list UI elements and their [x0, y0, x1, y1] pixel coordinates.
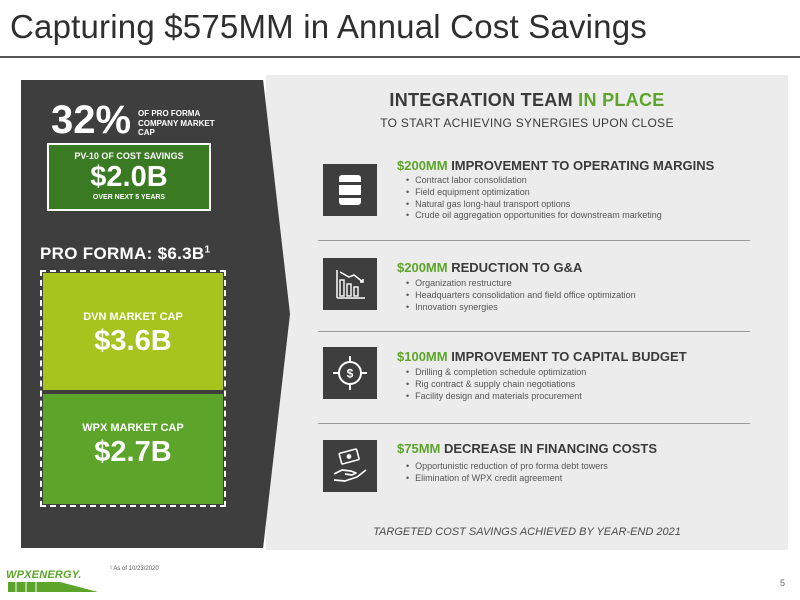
bullet-item: Natural gas long-haul transport options — [406, 199, 662, 211]
integration-title-highlight: IN PLACE — [578, 90, 665, 110]
oil-barrel-icon — [323, 164, 377, 216]
wpx-market-cap-box: WPX MARKET CAP $2.7B — [43, 394, 223, 504]
proforma-total: PRO FORMA: $6.3B1 — [40, 244, 210, 264]
title-divider — [0, 56, 800, 58]
bullet-item: Headquarters consolidation and field off… — [406, 290, 635, 302]
percent-label: OF PRO FORMA COMPANY MARKET CAP — [138, 109, 215, 137]
item-g-and-a-heading: $200MM REDUCTION TO G&A — [397, 260, 582, 275]
section-divider — [318, 240, 750, 241]
item-title: IMPROVEMENT TO CAPITAL BUDGET — [447, 349, 687, 364]
item-title: IMPROVEMENT TO OPERATING MARGINS — [447, 158, 715, 173]
dvn-market-cap-label: DVN MARKET CAP — [83, 311, 183, 323]
hand-money-icon — [323, 440, 377, 492]
bullet-item: Opportunistic reduction of pro forma deb… — [406, 461, 608, 473]
bullet-item: Elimination of WPX credit agreement — [406, 473, 608, 485]
item-title: DECREASE IN FINANCING COSTS — [440, 441, 658, 456]
wpx-market-cap-value: $2.7B — [94, 436, 172, 468]
item-amount: $75MM — [397, 441, 441, 456]
integration-subtitle: TO START ACHIEVING SYNERGIES UPON CLOSE — [380, 116, 674, 130]
item-amount: $200MM — [397, 260, 448, 275]
integration-title-main: INTEGRATION TEAM — [389, 90, 579, 110]
proforma-footnote-marker: 1 — [204, 244, 211, 256]
proforma-label: PRO FORMA: $6.3B — [40, 244, 205, 263]
pv10-value: $2.0B — [90, 161, 168, 193]
dvn-market-cap-value: $3.6B — [94, 325, 172, 357]
item-capital-budget-bullets: Drilling & completion schedule optimizat… — [406, 367, 586, 402]
bullet-item: Crude oil aggregation opportunities for … — [406, 210, 662, 222]
bullet-item: Rig contract & supply chain negotiations — [406, 379, 586, 391]
section-divider — [318, 331, 750, 332]
bullet-item: Facility design and materials procuremen… — [406, 391, 586, 403]
declining-bar-chart-icon — [323, 258, 377, 310]
footnote: ¹ As of 10/23/2020 — [110, 566, 159, 572]
dvn-market-cap-box: DVN MARKET CAP $3.6B — [43, 273, 223, 390]
bullet-item: Field equipment optimization — [406, 187, 662, 199]
item-operating-margins-bullets: Contract labor consolidation Field equip… — [406, 175, 662, 222]
bullet-item: Contract labor consolidation — [406, 175, 662, 187]
item-financing-costs-heading: $75MM DECREASE IN FINANCING COSTS — [397, 441, 657, 456]
wpx-market-cap-label: WPX MARKET CAP — [82, 422, 184, 434]
page-number: 5 — [780, 578, 786, 588]
bullet-item: Drilling & completion schedule optimizat… — [406, 367, 586, 379]
dollar-target-icon: $ — [323, 347, 377, 399]
pv10-box: PV-10 OF COST SAVINGS $2.0B OVER NEXT 5 … — [47, 143, 211, 211]
section-divider — [318, 423, 750, 424]
targeted-savings-note: TARGETED COST SAVINGS ACHIEVED BY YEAR-E… — [373, 526, 681, 538]
bullet-item: Organization restructure — [406, 278, 636, 290]
bullet-item: Innovation synergies — [406, 302, 636, 314]
pv10-label: PV-10 OF COST SAVINGS — [74, 151, 184, 161]
pv10-subtitle: OVER NEXT 5 YEARS — [92, 194, 166, 201]
item-g-and-a-bullets: Organization restructure Headquarters co… — [406, 278, 636, 314]
market-cap-outline — [40, 270, 226, 507]
slide-title: Capturing $575MM in Annual Cost Savings — [10, 8, 647, 45]
item-operating-margins-heading: $200MM IMPROVEMENT TO OPERATING MARGINS — [397, 158, 714, 173]
item-financing-costs-bullets: Opportunistic reduction of pro forma deb… — [406, 461, 608, 485]
company-logo: WPXENERGY. — [6, 569, 82, 581]
item-title: REDUCTION TO G&A — [447, 260, 583, 275]
svg-text:$: $ — [347, 367, 354, 381]
logo-swoosh — [8, 582, 98, 592]
item-amount: $100MM — [397, 349, 448, 364]
item-capital-budget-heading: $100MM IMPROVEMENT TO CAPITAL BUDGET — [397, 349, 687, 364]
item-amount: $200MM — [397, 158, 448, 173]
integration-title: INTEGRATION TEAM IN PLACE — [266, 90, 788, 111]
percent-value: 32% — [51, 98, 132, 142]
